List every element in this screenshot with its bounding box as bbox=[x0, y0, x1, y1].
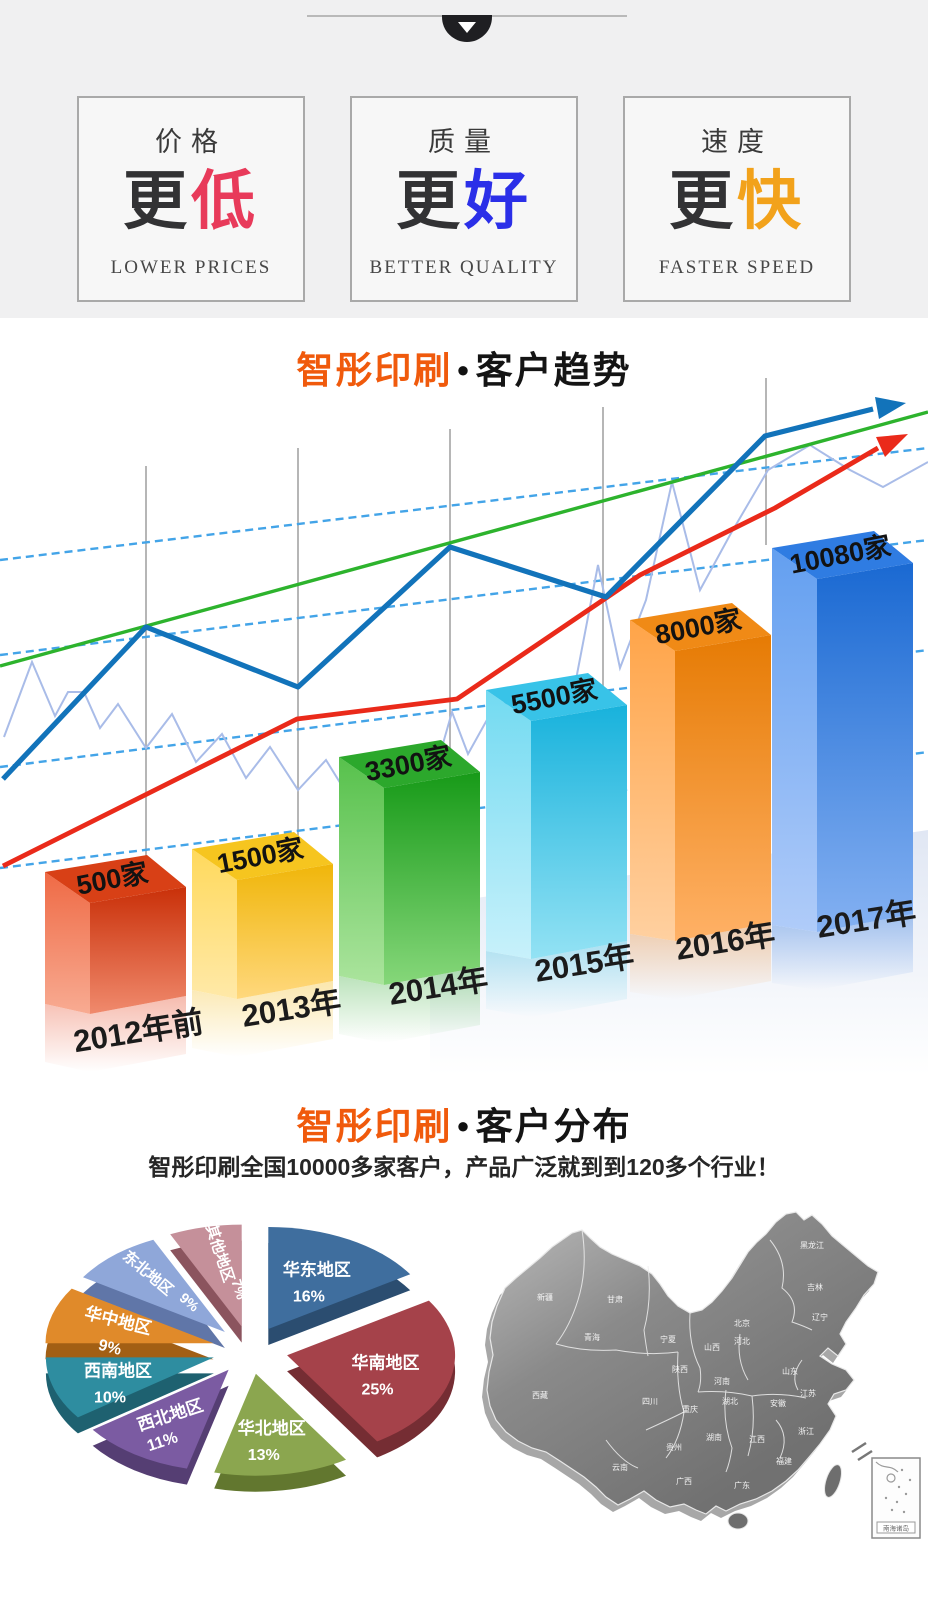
province-label-四川: 四川 bbox=[642, 1397, 658, 1406]
province-label-陕西: 陕西 bbox=[672, 1364, 688, 1374]
strong-plain: 更 bbox=[123, 166, 191, 237]
taiwan-island bbox=[824, 1464, 842, 1498]
province-label-福建: 福建 bbox=[776, 1456, 792, 1466]
pie-slice-西南地区 bbox=[45, 1357, 214, 1418]
feature-box-quality: 质量 更好 BETTER QUALITY bbox=[350, 96, 578, 302]
feature-strong: 更快 bbox=[625, 169, 849, 235]
feature-caption: LOWER PRICES bbox=[110, 257, 272, 278]
pie-slice-华南地区 bbox=[287, 1300, 456, 1442]
feature-caption: BETTER QUALITY bbox=[369, 257, 559, 278]
province-label-山东: 山东 bbox=[782, 1366, 798, 1376]
province-label-河南: 河南 bbox=[714, 1376, 730, 1386]
inset-caption: 南海诸岛 bbox=[883, 1524, 909, 1533]
pie-slice-西北地区 bbox=[92, 1369, 229, 1469]
pie-slice-东北地区 bbox=[83, 1239, 225, 1332]
pie-label: 25% bbox=[361, 1382, 393, 1399]
strong-colored: 好 bbox=[464, 166, 532, 237]
blue-trend-arrow bbox=[1, 397, 906, 781]
province-label-浙江: 浙江 bbox=[798, 1426, 814, 1436]
distribution-title-text: 客户分布 bbox=[475, 1106, 632, 1147]
pie-label: 华北地区 bbox=[238, 1418, 306, 1438]
arrow-down-icon bbox=[458, 22, 476, 33]
distribution-subtitle: 智彤印刷全国10000多家客户，产品广泛就到到120多个行业！ bbox=[148, 1154, 780, 1180]
province-label-宁夏: 宁夏 bbox=[660, 1334, 676, 1344]
map-body bbox=[486, 1211, 879, 1515]
pie-label: 7% bbox=[228, 1277, 250, 1302]
pie-label: 13% bbox=[248, 1447, 280, 1464]
pie-label: 10% bbox=[94, 1389, 126, 1406]
red-trend-arrow bbox=[1, 434, 908, 869]
green-trend-line bbox=[0, 410, 928, 668]
feature-strong: 更低 bbox=[79, 169, 303, 235]
province-label-西藏: 西藏 bbox=[532, 1390, 548, 1400]
bar-2013 bbox=[192, 832, 333, 999]
pie-label: 9% bbox=[97, 1337, 124, 1359]
province-label-黑龙江: 黑龙江 bbox=[800, 1240, 824, 1250]
pie-label: 西南地区 bbox=[84, 1360, 152, 1380]
pie-label: 华东地区 bbox=[283, 1259, 351, 1279]
bar-2014 bbox=[339, 740, 480, 985]
province-label-云南: 云南 bbox=[612, 1462, 628, 1472]
province-label-北京: 北京 bbox=[734, 1318, 750, 1328]
south-china-sea-inset: 南海诸岛 bbox=[871, 1457, 921, 1539]
province-label-江西: 江西 bbox=[749, 1435, 765, 1444]
feature-caption: FASTER SPEED bbox=[658, 257, 816, 278]
province-label-甘肃: 甘肃 bbox=[607, 1294, 623, 1304]
bar-2016 bbox=[630, 603, 771, 941]
pie-label: 华南地区 bbox=[351, 1353, 419, 1373]
province-label-吉林: 吉林 bbox=[807, 1282, 823, 1292]
bar-reflections bbox=[45, 914, 913, 1072]
province-label-内蒙古: 内蒙古 bbox=[680, 1280, 704, 1290]
top-section: 价格 更低 LOWER PRICES 质量 更好 BETTER QUALITY … bbox=[0, 0, 928, 318]
bullet-icon: ● bbox=[456, 357, 472, 382]
bar-2012 bbox=[45, 855, 186, 1014]
province-label-江苏: 江苏 bbox=[800, 1388, 816, 1398]
province-borders bbox=[555, 1229, 813, 1473]
hatch-marks bbox=[851, 1441, 873, 1462]
pie-slice-华东地区 bbox=[268, 1227, 411, 1329]
province-label-青海: 青海 bbox=[584, 1332, 600, 1342]
pie-slice-华北地区 bbox=[214, 1373, 346, 1476]
province-label-湖南: 湖南 bbox=[706, 1432, 722, 1442]
province-label-辽宁: 辽宁 bbox=[812, 1312, 828, 1322]
strong-plain: 更 bbox=[669, 166, 737, 237]
province-label-贵州: 贵州 bbox=[666, 1442, 682, 1452]
province-label-安徽: 安徽 bbox=[770, 1398, 786, 1408]
distribution-section-title: 智彤印刷 ● 客户分布 bbox=[0, 1096, 928, 1150]
brand-name: 智彤印刷 bbox=[296, 1106, 453, 1147]
province-label-新疆: 新疆 bbox=[537, 1292, 553, 1302]
hainan-island bbox=[727, 1512, 749, 1530]
bar-2015 bbox=[486, 673, 627, 959]
feature-title: 价格 bbox=[155, 127, 227, 157]
bullet-icon: ● bbox=[456, 1113, 472, 1138]
strong-plain: 更 bbox=[396, 166, 464, 237]
feature-strong: 更好 bbox=[352, 169, 576, 235]
province-label-河北: 河北 bbox=[734, 1336, 750, 1346]
strong-colored: 快 bbox=[737, 166, 805, 237]
feature-title: 质量 bbox=[428, 127, 500, 157]
trend-section-title: 智彤印刷 ● 客户趋势 bbox=[0, 340, 928, 394]
trend-title-text: 客户趋势 bbox=[475, 350, 632, 391]
bar-2017 bbox=[772, 531, 913, 932]
strong-colored: 低 bbox=[191, 166, 259, 237]
feature-title: 速度 bbox=[701, 127, 773, 157]
pie-slice-其他地区 bbox=[170, 1224, 242, 1327]
feature-box-price: 价格 更低 LOWER PRICES bbox=[77, 96, 305, 302]
feature-boxes: 价格 更低 LOWER PRICES 质量 更好 BETTER QUALITY … bbox=[0, 96, 928, 302]
province-label-湖北: 湖北 bbox=[722, 1397, 738, 1406]
pie-label: 16% bbox=[293, 1288, 325, 1305]
brand-name: 智彤印刷 bbox=[296, 350, 453, 391]
pie-slice-华中地区 bbox=[45, 1288, 214, 1344]
province-label-重庆: 重庆 bbox=[682, 1404, 698, 1414]
province-label-广西: 广西 bbox=[676, 1476, 692, 1486]
feature-box-speed: 速度 更快 FASTER SPEED bbox=[623, 96, 851, 302]
province-label-广东: 广东 bbox=[734, 1480, 750, 1490]
province-label-山西: 山西 bbox=[704, 1342, 720, 1352]
